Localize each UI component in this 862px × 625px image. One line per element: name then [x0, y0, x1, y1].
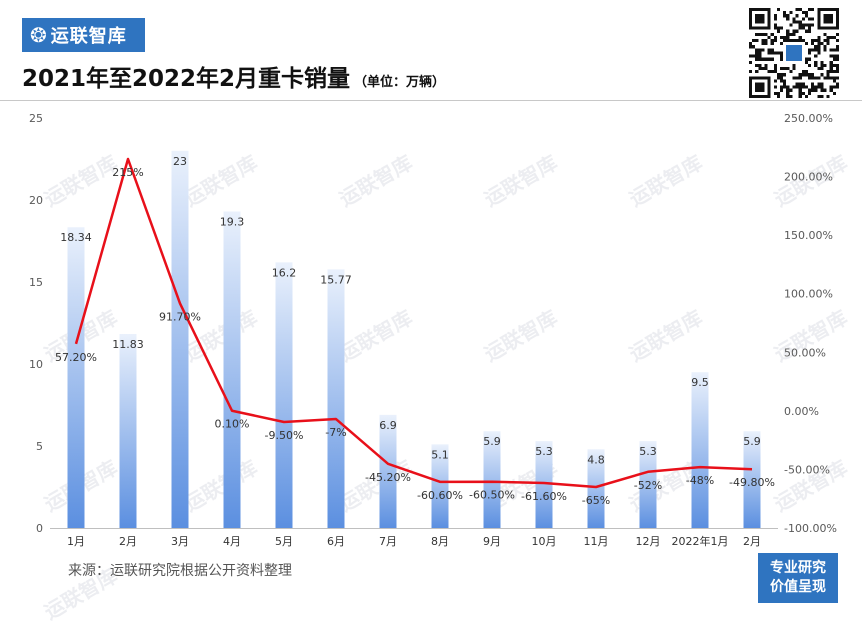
- bar-value-label: 5.3: [639, 445, 657, 458]
- bar: [67, 227, 85, 528]
- bar: [119, 333, 137, 528]
- x-tick-label: 4月: [223, 535, 241, 548]
- x-tick-label: 8月: [431, 535, 449, 548]
- bar-value-label: 5.9: [483, 435, 501, 448]
- line-value-label: -45.20%: [365, 471, 411, 484]
- bar-value-label: 23: [173, 155, 187, 168]
- line-value-label: -48%: [686, 474, 714, 487]
- chart-title: 2021年至2022年2月重卡销量 （单位：万辆）: [22, 59, 445, 93]
- y-right-tick-label: -50.00%: [784, 463, 830, 476]
- line-value-label: -60.50%: [469, 489, 515, 502]
- bar: [379, 414, 397, 528]
- bar: [327, 269, 345, 528]
- y-right-tick-label: 100.00%: [784, 288, 833, 301]
- x-tick-label: 5月: [275, 535, 293, 548]
- line-value-label: -65%: [582, 494, 610, 507]
- y-right-tick-label: 50.00%: [784, 346, 826, 359]
- brand-logo: ❂ 运联智库: [22, 18, 145, 52]
- bar: [275, 262, 293, 528]
- x-tick-label: 10月: [532, 535, 557, 548]
- header-divider: [0, 100, 862, 101]
- x-tick-label: 7月: [379, 535, 397, 548]
- bar-value-label: 16.2: [272, 266, 297, 279]
- bar-value-label: 18.34: [60, 231, 92, 244]
- y-left-tick-label: 10: [29, 358, 43, 371]
- bar-value-label: 9.5: [691, 376, 709, 389]
- line-value-label: 0.10%: [215, 418, 250, 431]
- y-left-tick-label: 5: [36, 440, 43, 453]
- y-left-tick-label: 0: [36, 522, 43, 535]
- growth-line: [74, 157, 753, 489]
- slogan-badge: 专业研究 价值呈现: [758, 553, 838, 603]
- bar-value-label: 11.83: [112, 338, 144, 351]
- x-tick-label: 2022年1月: [672, 534, 729, 548]
- line-value-label: -52%: [634, 479, 662, 492]
- source-note: 来源：运联研究院根据公开资料整理: [68, 563, 292, 579]
- line-value-label: 91.70%: [159, 310, 201, 323]
- qr-code-icon: [749, 8, 839, 98]
- bar: [535, 441, 553, 528]
- bar: [223, 211, 241, 529]
- line-value-label: 57.20%: [55, 351, 97, 364]
- line-value-label: -7%: [325, 426, 346, 439]
- bar: [483, 431, 501, 528]
- x-tick-label: 2月: [119, 535, 137, 548]
- y-right-tick-label: -100.00%: [784, 522, 837, 535]
- badge-line-1: 专业研究: [770, 560, 826, 577]
- x-tick-label: 9月: [483, 535, 501, 548]
- y-right-tick-label: 250.00%: [784, 112, 833, 125]
- title-main: 2021年至2022年2月重卡销量: [22, 66, 351, 92]
- line-value-label: -9.50%: [265, 429, 304, 442]
- bar-value-label: 15.77: [320, 273, 352, 286]
- line-value-label: -60.60%: [417, 489, 463, 502]
- logo-text: 运联智库: [50, 26, 127, 47]
- y-right-tick-label: 200.00%: [784, 171, 833, 184]
- line-value-label: 215%: [112, 166, 143, 179]
- y-right-tick-label: 0.00%: [784, 405, 819, 418]
- y-left-tick-label: 15: [29, 276, 43, 289]
- swirl-logo-icon: ❂: [30, 23, 47, 47]
- x-tick-label: 11月: [584, 535, 609, 548]
- bar-value-label: 5.3: [535, 445, 553, 458]
- y-right-tick-label: 150.00%: [784, 229, 833, 242]
- x-tick-label: 2月: [743, 535, 761, 548]
- x-tick-label: 12月: [636, 535, 661, 548]
- bar-value-label: 5.1: [431, 448, 449, 461]
- x-tick-label: 6月: [327, 535, 345, 548]
- line-value-label: -61.60%: [521, 490, 567, 503]
- y-left-tick-label: 25: [29, 112, 43, 125]
- x-tick-label: 3月: [171, 535, 189, 548]
- bar: [587, 449, 605, 528]
- title-unit: （单位：万辆）: [354, 75, 446, 90]
- line-value-label: -49.80%: [729, 476, 775, 489]
- badge-line-2: 价值呈现: [770, 579, 826, 595]
- bar: [431, 444, 449, 528]
- bar-value-label: 19.3: [220, 215, 245, 228]
- bar: [639, 441, 657, 528]
- y-left-tick-label: 20: [29, 194, 43, 207]
- x-tick-label: 1月: [67, 535, 85, 548]
- bar-value-label: 4.8: [587, 453, 605, 466]
- bar-value-label: 5.9: [743, 435, 761, 448]
- bar-value-label: 6.9: [379, 419, 397, 432]
- bar: [743, 431, 761, 528]
- chart: 0 5 10 15 20 25 -100.00% -50.00% 0.00% 50.00% 100.…: [29, 112, 837, 548]
- bar: [171, 150, 189, 529]
- bar: [691, 372, 709, 528]
